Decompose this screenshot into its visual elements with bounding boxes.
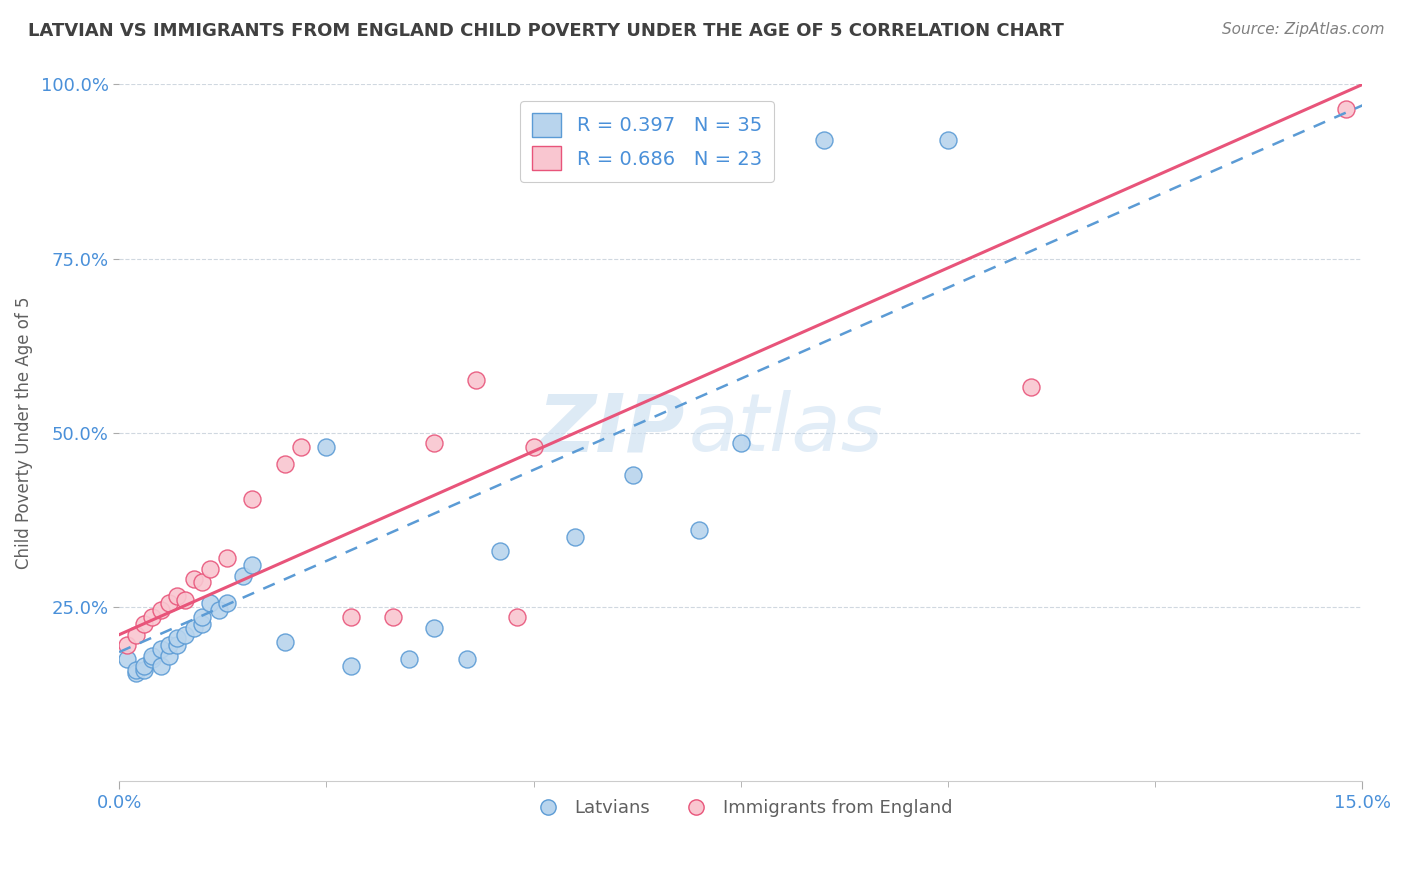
Point bbox=[117, 638, 139, 652]
Point bbox=[398, 652, 420, 666]
Text: atlas: atlas bbox=[689, 390, 883, 468]
Point bbox=[315, 440, 337, 454]
Point bbox=[141, 648, 163, 663]
Point bbox=[191, 575, 214, 590]
Point bbox=[274, 457, 297, 471]
Point bbox=[166, 590, 188, 604]
Text: LATVIAN VS IMMIGRANTS FROM ENGLAND CHILD POVERTY UNDER THE AGE OF 5 CORRELATION : LATVIAN VS IMMIGRANTS FROM ENGLAND CHILD… bbox=[28, 22, 1064, 40]
Point bbox=[290, 440, 312, 454]
Point bbox=[813, 133, 835, 147]
Point bbox=[240, 491, 263, 506]
Point bbox=[621, 467, 644, 482]
Point bbox=[157, 648, 180, 663]
Point bbox=[124, 663, 146, 677]
Point bbox=[124, 666, 146, 681]
Point bbox=[174, 593, 197, 607]
Point bbox=[274, 634, 297, 648]
Point bbox=[200, 596, 222, 610]
Point bbox=[730, 436, 752, 450]
Legend: Latvians, Immigrants from England: Latvians, Immigrants from England bbox=[522, 792, 959, 824]
Point bbox=[149, 641, 172, 656]
Point bbox=[117, 652, 139, 666]
Point bbox=[232, 568, 254, 582]
Point bbox=[340, 610, 363, 624]
Point bbox=[141, 610, 163, 624]
Point bbox=[215, 596, 238, 610]
Point bbox=[141, 652, 163, 666]
Point bbox=[200, 561, 222, 575]
Point bbox=[464, 374, 486, 388]
Point bbox=[191, 617, 214, 632]
Point bbox=[381, 610, 404, 624]
Point bbox=[149, 659, 172, 673]
Point bbox=[166, 638, 188, 652]
Point bbox=[936, 133, 959, 147]
Point bbox=[423, 436, 446, 450]
Point bbox=[132, 617, 155, 632]
Point bbox=[340, 659, 363, 673]
Text: Source: ZipAtlas.com: Source: ZipAtlas.com bbox=[1222, 22, 1385, 37]
Point bbox=[124, 628, 146, 642]
Text: ZIP: ZIP bbox=[537, 390, 685, 468]
Point bbox=[1019, 380, 1042, 394]
Point bbox=[183, 621, 205, 635]
Point bbox=[423, 621, 446, 635]
Point bbox=[688, 523, 710, 537]
Point bbox=[506, 610, 529, 624]
Point bbox=[1334, 102, 1357, 116]
Point bbox=[174, 628, 197, 642]
Point bbox=[149, 603, 172, 617]
Point bbox=[456, 652, 478, 666]
Point bbox=[191, 610, 214, 624]
Point bbox=[215, 551, 238, 566]
Point bbox=[157, 596, 180, 610]
Point bbox=[564, 530, 586, 544]
Point bbox=[522, 440, 544, 454]
Point bbox=[183, 572, 205, 586]
Point bbox=[207, 603, 229, 617]
Point bbox=[132, 663, 155, 677]
Point bbox=[132, 659, 155, 673]
Point bbox=[157, 638, 180, 652]
Y-axis label: Child Poverty Under the Age of 5: Child Poverty Under the Age of 5 bbox=[15, 296, 32, 569]
Point bbox=[489, 544, 512, 558]
Point bbox=[240, 558, 263, 572]
Point bbox=[166, 631, 188, 645]
